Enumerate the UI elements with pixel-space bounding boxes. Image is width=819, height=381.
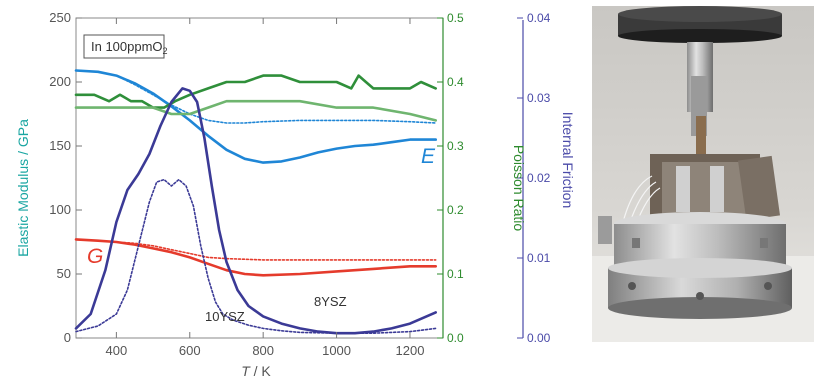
middle-axis-label: Poisson Ratio (511, 145, 527, 232)
x-tick-label: 1000 (322, 343, 351, 358)
middle-tick-label: 0.0 (447, 331, 464, 345)
left-tick-label: 100 (49, 202, 71, 217)
annotation-text: In 100ppmO (91, 39, 163, 54)
middle-tick-label: 0.2 (447, 203, 464, 217)
series-line-nu-8ysz (74, 74, 438, 109)
x-tick-label: 800 (252, 343, 274, 358)
middle-tick-label: 0.3 (447, 139, 464, 153)
series-line-q-10ysz (75, 178, 437, 335)
x-tick-label: 1200 (396, 343, 425, 358)
left-tick-label: 0 (64, 330, 71, 345)
annotation-subscript: 2 (163, 46, 168, 56)
curve-label-8ysz: 8YSZ (314, 294, 347, 309)
right-tick-label: 0.03 (527, 91, 551, 105)
right-tick-label: 0.02 (527, 171, 551, 185)
right-tick-label: 0.01 (527, 251, 551, 265)
x-tick-label: 400 (106, 343, 128, 358)
svg-text:In 100ppmO2: In 100ppmO2 (91, 39, 168, 56)
middle-tick-label: 0.5 (447, 11, 464, 25)
x-tick-label: 600 (179, 343, 201, 358)
middle-tick-label: 0.4 (447, 75, 464, 89)
series-line-e-8ysz (74, 69, 438, 164)
right-axis-label: Internal Friction (560, 112, 576, 208)
middle-tick-label: 0.1 (447, 267, 464, 281)
left-tick-label: 200 (49, 74, 71, 89)
series-line-e-10ysz (75, 69, 437, 124)
x-axis-label: T / K (241, 363, 271, 379)
apparatus-photo (592, 6, 814, 342)
left-tick-label: 150 (49, 138, 71, 153)
axes: 400 600 800 1000 1200 0 50 100 150 200 250 0.0 0.1 0.… (49, 10, 550, 358)
right-tick-label: 0.04 (527, 11, 551, 25)
series-line-nu-10ysz (74, 99, 438, 122)
elastic-modulus-chart: 400 600 800 1000 1200 0 50 100 150 200 250 0.0 0.1 0.… (0, 0, 590, 381)
left-tick-label: 50 (57, 266, 71, 281)
series-lines (74, 69, 438, 335)
curve-label-e: E (421, 145, 436, 168)
series-line-g-10ysz (75, 238, 437, 261)
chart-background (0, 0, 590, 381)
annotation-box: In 100ppmO2 (83, 34, 168, 59)
left-axis-label: Elastic Modulus / GPa (15, 119, 31, 257)
right-tick-label: 0.00 (527, 331, 551, 345)
curve-label-10ysz: 10YSZ (205, 309, 245, 324)
left-tick-label: 250 (49, 10, 71, 25)
curve-label-g: G (87, 245, 103, 268)
